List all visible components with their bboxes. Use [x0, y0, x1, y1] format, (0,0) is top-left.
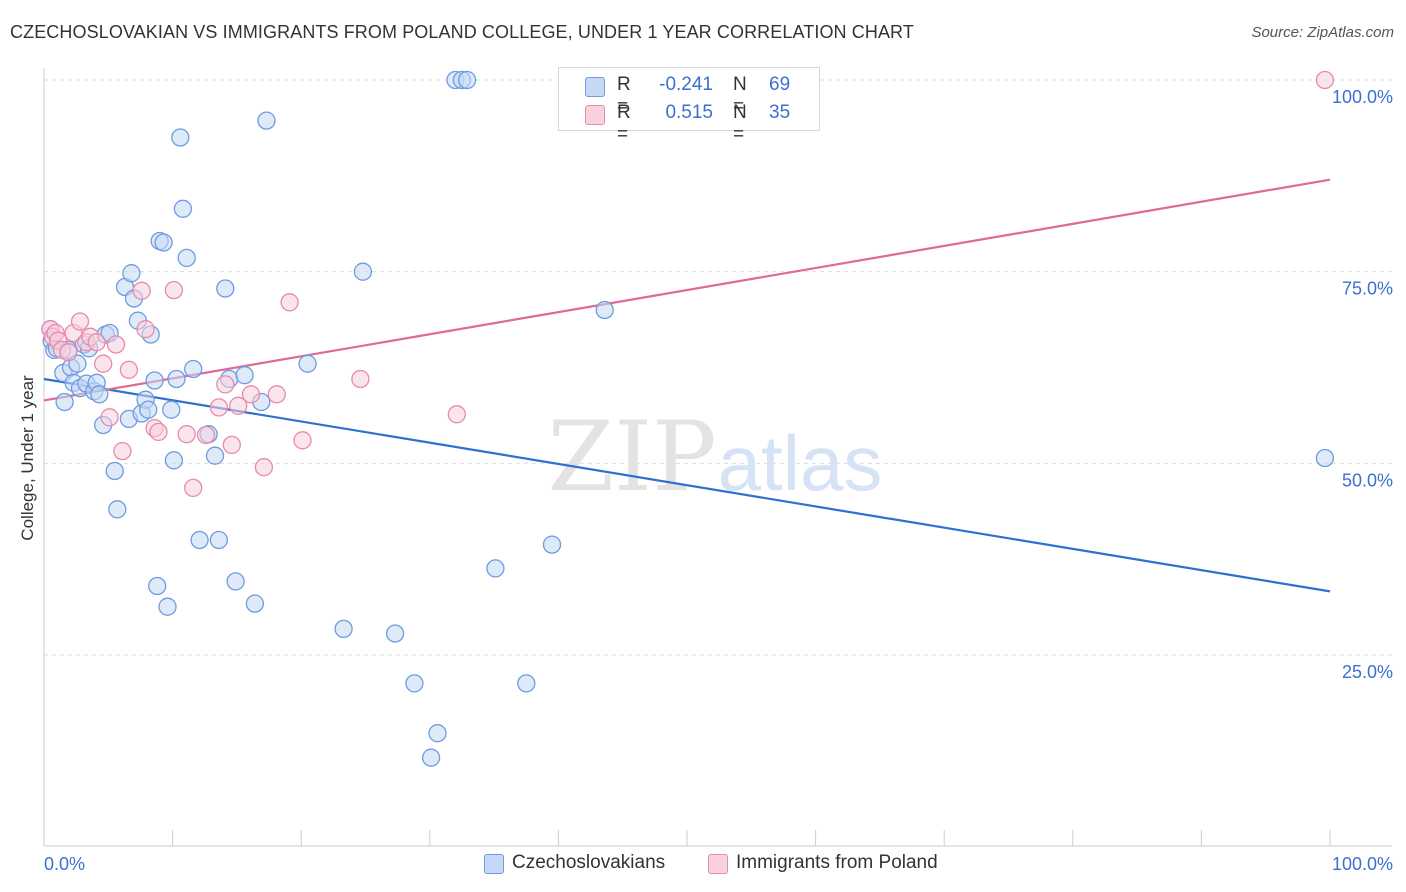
point-czechoslovakians [139, 400, 158, 419]
legend-n-value: 69 [769, 74, 791, 95]
point-czechoslovakians [209, 530, 229, 550]
stats-legend: R = -0.241 N = 69 R = 0.515 N = 35 [558, 67, 820, 145]
point-czechoslovakians [55, 392, 74, 412]
trend-line-immigrants-from-poland [43, 178, 1331, 402]
point-immigrants-from-poland [136, 320, 155, 339]
point-immigrants-from-poland [87, 333, 106, 352]
point-czechoslovakians [298, 354, 317, 373]
point-immigrants-from-poland [149, 422, 168, 442]
point-immigrants-from-poland [222, 435, 241, 455]
point-czechoslovakians [164, 451, 184, 470]
point-czechoslovakians [158, 597, 177, 616]
point-czechoslovakians [421, 748, 441, 767]
point-immigrants-from-poland [241, 385, 261, 404]
point-czechoslovakians [105, 461, 124, 481]
point-czechoslovakians [542, 535, 562, 554]
point-czechoslovakians [334, 619, 353, 639]
x-tick-label: 100.0% [1332, 854, 1393, 874]
legend-r-value: 0.515 [665, 102, 713, 123]
point-czechoslovakians [122, 264, 141, 283]
point-czechoslovakians [457, 70, 477, 90]
point-czechoslovakians [171, 128, 190, 147]
x-tick-label: 0.0% [44, 854, 85, 874]
point-czechoslovakians [226, 572, 245, 591]
legend-r-value: -0.241 [659, 74, 713, 95]
point-czechoslovakians [108, 500, 127, 519]
series-swatch-immigrants-from-poland [708, 854, 728, 874]
legend-swatch-immigrants-from-poland [585, 105, 605, 125]
point-czechoslovakians [173, 199, 193, 218]
watermark: ZIP atlas [547, 401, 882, 513]
point-immigrants-from-poland [100, 408, 119, 427]
point-czechoslovakians [486, 559, 505, 578]
y-tick-label: 50.0% [1342, 470, 1393, 490]
point-immigrants-from-poland [254, 458, 274, 477]
point-czechoslovakians [385, 624, 405, 643]
point-czechoslovakians [148, 576, 167, 596]
axes [43, 68, 1392, 847]
chart-title: CZECHOSLOVAKIAN VS IMMIGRANTS FROM POLAN… [10, 22, 914, 42]
point-czechoslovakians [595, 300, 614, 320]
point-immigrants-from-poland [1315, 70, 1335, 90]
legend-n-label: N = [733, 102, 747, 145]
point-immigrants-from-poland [184, 478, 203, 498]
point-immigrants-from-poland [267, 385, 286, 404]
point-czechoslovakians [205, 446, 225, 465]
point-immigrants-from-poland [280, 293, 299, 312]
point-czechoslovakians [154, 233, 173, 252]
point-immigrants-from-poland [119, 360, 139, 379]
point-immigrants-from-poland [293, 431, 312, 450]
legend-swatch-czechoslovakians [585, 77, 605, 97]
y-tick-label: 75.0% [1342, 279, 1393, 299]
watermark-atlas: atlas [718, 419, 883, 507]
tick-labels: 100.0% 75.0% 50.0% 25.0% 0.0% 100.0% [44, 87, 1393, 874]
point-immigrants-from-poland [216, 375, 235, 394]
point-czechoslovakians [162, 400, 181, 419]
legend-n-label: N = [733, 74, 747, 117]
point-czechoslovakians [353, 262, 373, 281]
point-czechoslovakians [428, 724, 447, 743]
series-swatch-czechoslovakians [484, 854, 504, 874]
point-czechoslovakians [1315, 448, 1335, 468]
legend-n-value: 35 [769, 102, 791, 123]
point-immigrants-from-poland [59, 343, 78, 362]
point-czechoslovakians [216, 279, 235, 298]
series-name-immigrants-from-poland: Immigrants from Poland [736, 852, 938, 873]
point-immigrants-from-poland [113, 441, 132, 461]
point-czechoslovakians [190, 530, 209, 550]
y-tick-label: 25.0% [1342, 662, 1393, 682]
watermark-zip: ZIP [547, 401, 716, 513]
point-immigrants-from-poland [164, 280, 184, 300]
point-czechoslovakians [235, 366, 254, 385]
trend-lines [43, 178, 1331, 593]
point-immigrants-from-poland [94, 354, 113, 373]
point-czechoslovakians [145, 371, 164, 390]
point-czechoslovakians [167, 369, 186, 389]
legend-r-label: R = [617, 74, 631, 117]
legend-r-label: R = [617, 102, 631, 145]
point-czechoslovakians [517, 674, 536, 693]
point-immigrants-from-poland [70, 312, 90, 331]
trend-line-czechoslovakians [43, 377, 1331, 593]
point-czechoslovakians [257, 111, 276, 130]
y-tick-label: 100.0% [1332, 87, 1393, 107]
point-czechoslovakians [177, 248, 196, 268]
point-czechoslovakians [245, 594, 265, 613]
point-immigrants-from-poland [132, 281, 151, 300]
point-immigrants-from-poland [196, 425, 216, 445]
data-points [41, 70, 1335, 767]
point-czechoslovakians [405, 674, 424, 693]
point-immigrants-from-poland [209, 398, 229, 417]
point-immigrants-from-poland [106, 335, 126, 354]
point-czechoslovakians [90, 385, 109, 404]
point-immigrants-from-poland [447, 405, 466, 424]
series-name-czechoslovakians: Czechoslovakians [512, 852, 666, 873]
point-czechoslovakians [184, 359, 203, 379]
point-immigrants-from-poland [177, 425, 196, 444]
point-immigrants-from-poland [351, 369, 370, 389]
chart-source: Source: ZipAtlas.com [1251, 24, 1394, 41]
point-immigrants-from-poland [229, 396, 248, 415]
